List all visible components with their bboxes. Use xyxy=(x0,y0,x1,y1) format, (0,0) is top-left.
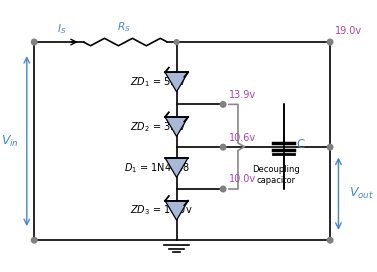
Polygon shape xyxy=(165,117,188,137)
Text: $V_{in}$: $V_{in}$ xyxy=(2,134,19,149)
Circle shape xyxy=(327,39,333,45)
Circle shape xyxy=(174,40,179,44)
Circle shape xyxy=(220,101,226,107)
Circle shape xyxy=(31,39,37,45)
Text: $V_{out}$: $V_{out}$ xyxy=(349,186,374,201)
Text: 19.0v: 19.0v xyxy=(335,26,362,36)
Polygon shape xyxy=(165,158,188,177)
Text: C: C xyxy=(297,138,305,151)
Circle shape xyxy=(327,144,333,150)
Text: $D_1$ = 1N4148: $D_1$ = 1N4148 xyxy=(124,161,190,175)
Polygon shape xyxy=(165,201,188,220)
Circle shape xyxy=(220,144,226,150)
Text: Decoupling
capacitor: Decoupling capacitor xyxy=(252,165,300,185)
Text: $ZD_3$ = 10.0v: $ZD_3$ = 10.0v xyxy=(130,203,193,217)
Text: 10.6v: 10.6v xyxy=(229,132,256,143)
Text: $I_S$: $I_S$ xyxy=(57,22,67,36)
Text: $R_S$: $R_S$ xyxy=(117,20,130,34)
Circle shape xyxy=(31,237,37,243)
Text: $ZD_2$ = 3.3v: $ZD_2$ = 3.3v xyxy=(130,120,187,134)
Circle shape xyxy=(220,186,226,192)
Text: $ZD_1$ = 5.1v: $ZD_1$ = 5.1v xyxy=(130,75,187,89)
Text: 10.0v: 10.0v xyxy=(229,174,256,184)
Polygon shape xyxy=(165,72,188,92)
Circle shape xyxy=(327,237,333,243)
Text: 13.9v: 13.9v xyxy=(229,90,256,100)
